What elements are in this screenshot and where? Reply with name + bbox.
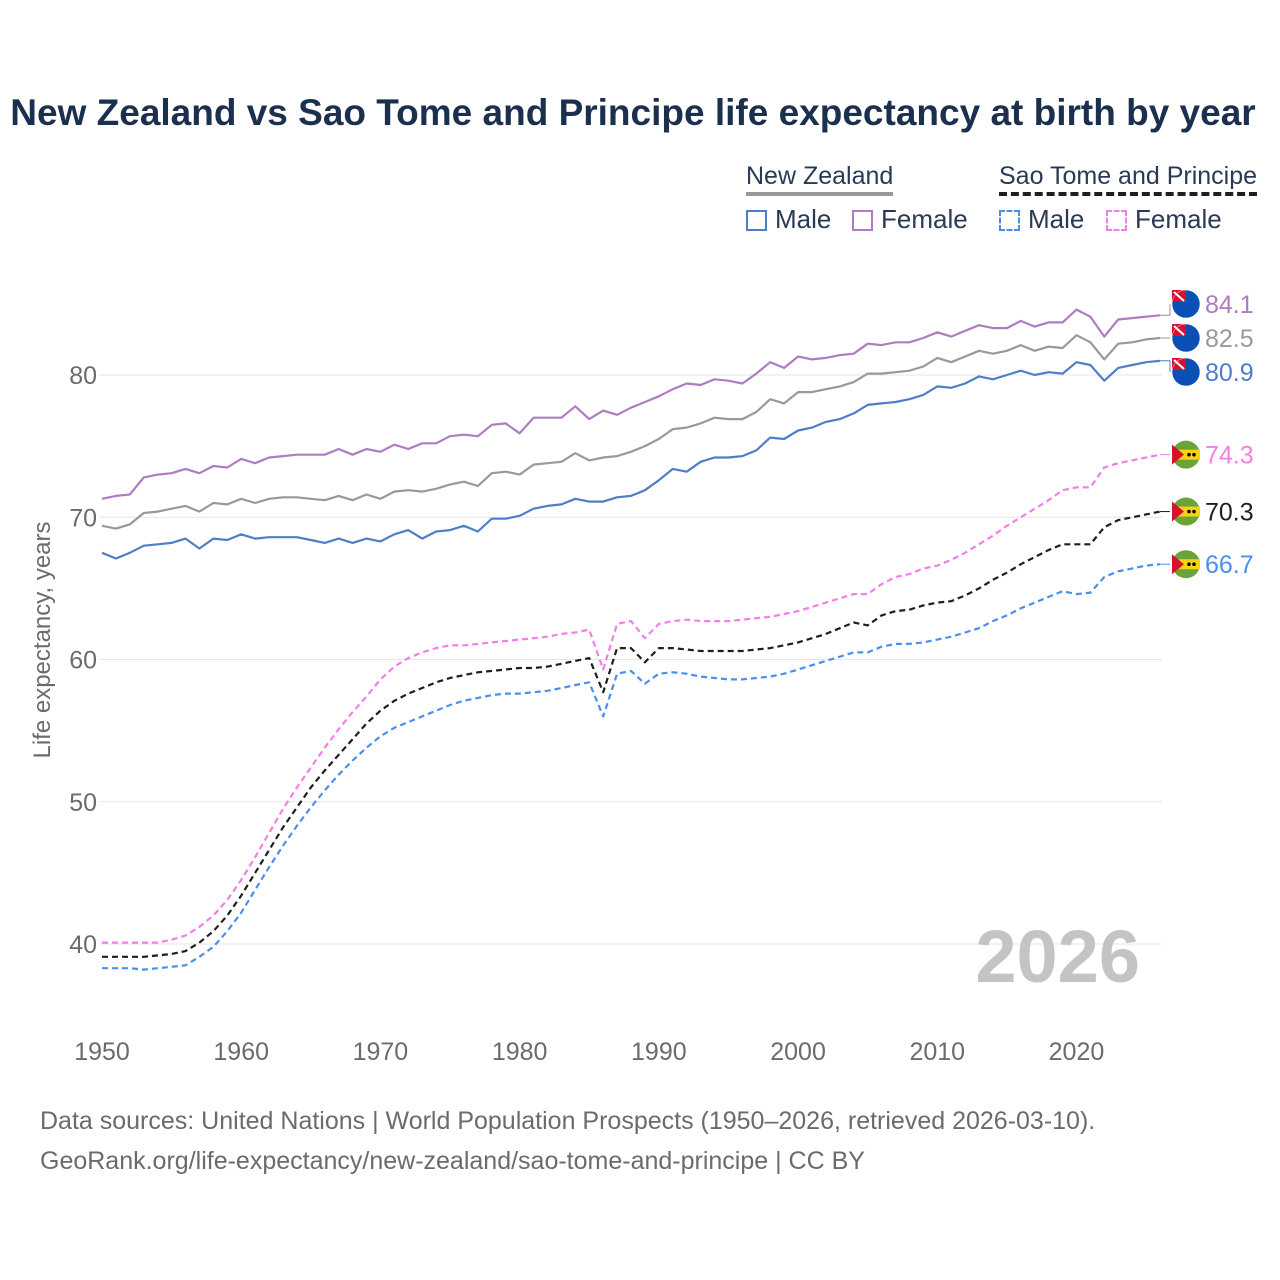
legend-swatch-nz-male bbox=[746, 210, 767, 231]
end-label-new-zealand-male: 80.9 bbox=[1205, 359, 1254, 387]
x-tick-label-2010: 2010 bbox=[909, 1038, 965, 1066]
series-line-new-zealand-male bbox=[101, 359, 1161, 560]
series-line-sao-tome-and-principe-male bbox=[102, 563, 1161, 971]
nz-flag-ring-new-zealand-female bbox=[1171, 289, 1201, 319]
series-line-new-zealand-female bbox=[101, 308, 1161, 500]
end-label-new-zealand-total: 82.5 bbox=[1205, 325, 1254, 353]
year-watermark: 2026 bbox=[975, 915, 1140, 998]
series-line-sao-tome-and-principe-female bbox=[102, 453, 1161, 944]
stp-flag-star-1-sao-tome-and-principe-female bbox=[1187, 452, 1191, 457]
stp-flag-band-sao-tome-and-principe-total bbox=[1172, 506, 1200, 517]
nz-flag-cross-new-zealand-total bbox=[1173, 325, 1185, 336]
leader-new-zealand-male bbox=[1160, 360, 1171, 373]
chart-title: New Zealand vs Sao Tome and Principe lif… bbox=[10, 92, 1256, 133]
nz-flag-cross-new-zealand-female bbox=[1173, 291, 1185, 302]
x-tick-label-1990: 1990 bbox=[631, 1038, 687, 1066]
legend-item-stp-male[interactable]: Male bbox=[999, 204, 1084, 235]
end-label-sao-tome-and-principe-male: 66.7 bbox=[1205, 551, 1254, 579]
stp-flag-star-1-sao-tome-and-principe-total bbox=[1187, 509, 1191, 514]
end-label-sao-tome-and-principe-total: 70.3 bbox=[1205, 499, 1254, 527]
x-tick-label-1980: 1980 bbox=[492, 1038, 548, 1066]
y-axis-label: Life expectancy, years bbox=[29, 521, 56, 758]
source-line-1: Data sources: United Nations | World Pop… bbox=[40, 1107, 1096, 1135]
x-tick-label-1970: 1970 bbox=[353, 1038, 409, 1066]
source-line-2[interactable]: GeoRank.org/life-expectancy/new-zealand/… bbox=[40, 1147, 865, 1175]
stp-flag-triangle-sao-tome-and-principe-total bbox=[1172, 501, 1184, 522]
end-label-new-zealand-female: 84.1 bbox=[1205, 291, 1254, 319]
stp-flag-star-1-sao-tome-and-principe-male bbox=[1187, 562, 1191, 566]
legend-item-nz-male[interactable]: Male bbox=[746, 204, 831, 235]
x-tick-label-2020: 2020 bbox=[1049, 1038, 1105, 1066]
legend-label-stp-female: Female bbox=[1135, 204, 1222, 234]
legend-group-new-zealand: New Zealand bbox=[746, 162, 894, 196]
nz-flag-ring-new-zealand-total bbox=[1171, 323, 1201, 353]
stp-flag-band-sao-tome-and-principe-male bbox=[1172, 559, 1200, 570]
nz-flag-cross-new-zealand-male bbox=[1173, 359, 1185, 370]
legend-swatch-stp-male bbox=[999, 210, 1020, 231]
legend-swatch-nz-female bbox=[852, 210, 873, 231]
series-line-sao-tome-and-principe-total bbox=[102, 510, 1161, 958]
y-tick-label-50: 50 bbox=[69, 789, 97, 817]
x-tick-label-1960: 1960 bbox=[213, 1038, 269, 1066]
series-line-new-zealand-total bbox=[101, 334, 1161, 530]
stp-flag-star-2-sao-tome-and-principe-total bbox=[1192, 509, 1196, 514]
y-tick-label-60: 60 bbox=[69, 647, 97, 675]
stp-flag-triangle-sao-tome-and-principe-female bbox=[1172, 444, 1184, 465]
x-tick-label-2000: 2000 bbox=[770, 1038, 826, 1066]
legend-swatch-stp-female bbox=[1106, 210, 1127, 231]
y-tick-label-40: 40 bbox=[69, 931, 97, 959]
y-tick-label-70: 70 bbox=[69, 504, 97, 532]
end-label-sao-tome-and-principe-female: 74.3 bbox=[1205, 442, 1254, 470]
legend-label-nz-female: Female bbox=[881, 204, 968, 234]
legend-label-stp-male: Male bbox=[1028, 204, 1085, 234]
stp-flag-star-2-sao-tome-and-principe-female bbox=[1192, 452, 1196, 457]
stp-flag-band-sao-tome-and-principe-female bbox=[1172, 449, 1200, 460]
leader-new-zealand-female bbox=[1160, 304, 1171, 316]
x-tick-label-1950: 1950 bbox=[74, 1038, 130, 1066]
legend-group-sao-tome: Sao Tome and Principe bbox=[999, 162, 1258, 196]
stp-flag-star-2-sao-tome-and-principe-male bbox=[1192, 562, 1196, 566]
y-tick-label-80: 80 bbox=[69, 362, 97, 390]
legend-item-stp-female[interactable]: Female bbox=[1106, 204, 1222, 235]
nz-flag-ring-new-zealand-male bbox=[1171, 357, 1201, 387]
legend-item-nz-female[interactable]: Female bbox=[852, 204, 968, 235]
legend-label-nz-male: Male bbox=[775, 204, 832, 234]
stp-flag-triangle-sao-tome-and-principe-male bbox=[1172, 554, 1184, 575]
